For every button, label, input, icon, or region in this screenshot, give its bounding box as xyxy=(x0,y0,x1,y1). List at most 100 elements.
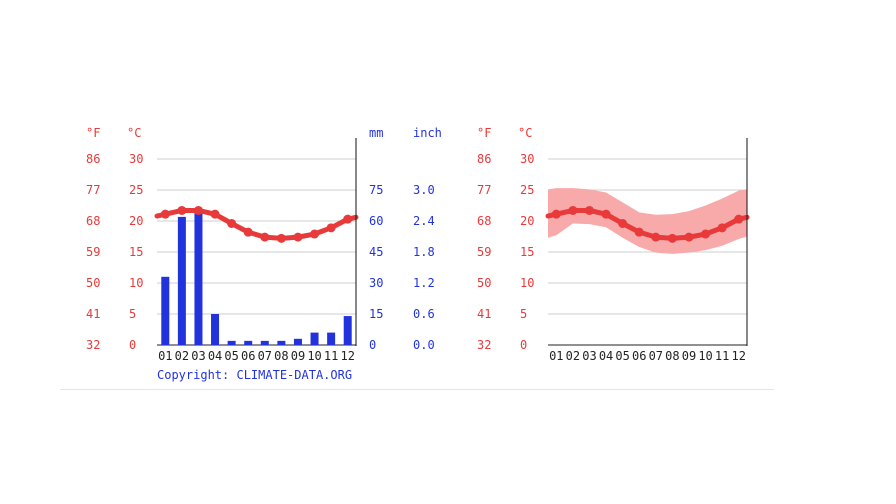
month-tick-label: 07 xyxy=(258,349,272,363)
precipitation-bar xyxy=(327,332,336,345)
temperature-point xyxy=(160,209,170,219)
month-tick-label: 02 xyxy=(566,349,580,363)
month-tick-label: 12 xyxy=(340,349,354,363)
temperature-point xyxy=(293,232,303,242)
celsius-tick-label: 15 xyxy=(520,245,534,259)
month-tick-label: 07 xyxy=(649,349,663,363)
temperature-point xyxy=(717,223,727,233)
month-tick-label: 11 xyxy=(324,349,338,363)
fahrenheit-tick-label: 59 xyxy=(477,245,491,259)
temperature-point xyxy=(667,233,677,243)
mm-tick-label: 15 xyxy=(369,307,383,321)
fahrenheit-unit-label: °F xyxy=(86,126,100,140)
celsius-tick-label: 30 xyxy=(520,152,534,166)
month-tick-label: 04 xyxy=(208,349,222,363)
climate-chart: °F °C mm inch 0 32 5 41 10 50 15 59 20 68 25 77 30 86… xyxy=(86,126,442,382)
mm-unit-label: mm xyxy=(369,126,383,140)
precipitation-bar xyxy=(211,314,220,345)
inch-tick-label: 3.0 xyxy=(413,183,435,197)
fahrenheit-tick-label: 59 xyxy=(86,245,100,259)
fahrenheit-tick-label: 86 xyxy=(477,152,491,166)
mm-tick-label: 0 xyxy=(369,338,376,352)
temperature-point xyxy=(326,223,336,233)
precipitation-bar xyxy=(260,340,269,345)
inch-tick-label: 1.2 xyxy=(413,276,435,290)
month-tick-label: 08 xyxy=(274,349,288,363)
mm-tick-label: 75 xyxy=(369,183,383,197)
fahrenheit-tick-label: 77 xyxy=(477,183,491,197)
fahrenheit-tick-label: 41 xyxy=(86,307,100,321)
fahrenheit-tick-label: 50 xyxy=(86,276,100,290)
inch-unit-label: inch xyxy=(413,126,442,140)
temperature-point xyxy=(618,218,628,228)
precipitation-bar xyxy=(177,216,186,345)
precipitation-bar xyxy=(194,212,203,345)
month-tick-label: 03 xyxy=(191,349,205,363)
celsius-tick-label: 25 xyxy=(520,183,534,197)
inch-tick-label: 2.4 xyxy=(413,214,435,228)
fahrenheit-tick-label: 41 xyxy=(477,307,491,321)
fahrenheit-tick-label: 50 xyxy=(477,276,491,290)
celsius-unit-label: °C xyxy=(518,126,532,140)
month-tick-label: 01 xyxy=(158,349,172,363)
temperature-point xyxy=(177,205,187,215)
celsius-tick-label: 20 xyxy=(520,214,534,228)
month-tick-label: 10 xyxy=(307,349,321,363)
temperature-range-band xyxy=(548,188,747,254)
precipitation-bar xyxy=(277,340,286,345)
fahrenheit-tick-label: 77 xyxy=(86,183,100,197)
fahrenheit-tick-label: 68 xyxy=(477,214,491,228)
precipitation-bar xyxy=(293,338,302,345)
mm-tick-label: 45 xyxy=(369,245,383,259)
month-tick-label: 05 xyxy=(615,349,629,363)
fahrenheit-tick-label: 32 xyxy=(86,338,100,352)
temperature-point xyxy=(310,229,320,239)
celsius-tick-label: 15 xyxy=(129,245,143,259)
precipitation-bar xyxy=(227,340,236,345)
precipitation-bar xyxy=(244,340,253,345)
inch-tick-label: 1.8 xyxy=(413,245,435,259)
precipitation-bar xyxy=(161,276,170,345)
mm-tick-label: 60 xyxy=(369,214,383,228)
month-tick-label: 10 xyxy=(698,349,712,363)
celsius-unit-label: °C xyxy=(127,126,141,140)
separator-line xyxy=(60,389,774,390)
celsius-tick-label: 10 xyxy=(520,276,534,290)
month-tick-label: 01 xyxy=(549,349,563,363)
celsius-tick-label: 30 xyxy=(129,152,143,166)
temperature-point xyxy=(551,209,561,219)
precipitation-bar xyxy=(343,316,352,345)
precipitation-bar xyxy=(310,332,319,345)
month-tick-label: 08 xyxy=(665,349,679,363)
month-tick-label: 06 xyxy=(632,349,646,363)
celsius-tick-label: 5 xyxy=(520,307,527,321)
temperature-line xyxy=(154,207,359,241)
temperature-point xyxy=(734,214,744,224)
temperature-point xyxy=(343,214,353,224)
mm-tick-label: 30 xyxy=(369,276,383,290)
inch-tick-label: 0.6 xyxy=(413,307,435,321)
celsius-tick-label: 10 xyxy=(129,276,143,290)
month-tick-label: 11 xyxy=(715,349,729,363)
temperature-point xyxy=(701,229,711,239)
temperature-point xyxy=(243,227,253,237)
temperature-point xyxy=(684,232,694,242)
celsius-tick-label: 5 xyxy=(129,307,136,321)
temperature-point xyxy=(568,205,578,215)
celsius-tick-label: 0 xyxy=(520,338,527,352)
fahrenheit-unit-label: °F xyxy=(477,126,491,140)
temperature-point xyxy=(651,232,661,242)
temperature-point xyxy=(634,227,644,237)
month-tick-label: 06 xyxy=(241,349,255,363)
temperature-point xyxy=(210,209,220,219)
copyright-label: Copyright: CLIMATE-DATA.ORG xyxy=(157,368,352,382)
temperature-point xyxy=(601,209,611,219)
temperature-point xyxy=(260,232,270,242)
month-tick-label: 09 xyxy=(291,349,305,363)
month-tick-label: 02 xyxy=(175,349,189,363)
temperature-point xyxy=(276,233,286,243)
month-tick-label: 03 xyxy=(582,349,596,363)
fahrenheit-tick-label: 86 xyxy=(86,152,100,166)
